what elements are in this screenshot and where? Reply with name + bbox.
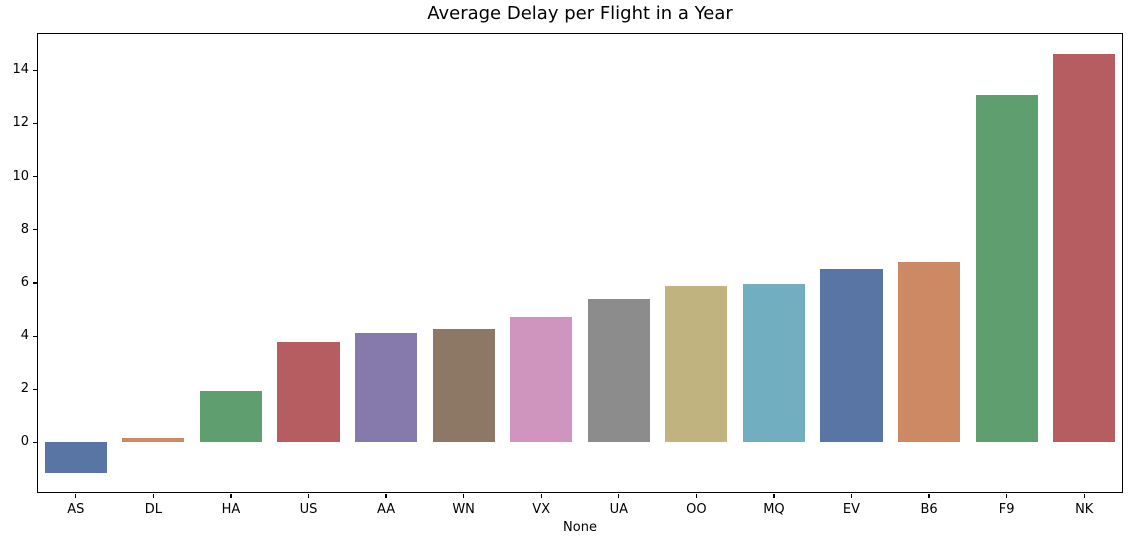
x-tick-mark — [75, 493, 77, 498]
x-tick-label-DL: DL — [144, 502, 162, 517]
x-tick-label-UA: UA — [609, 502, 628, 517]
x-tick-mark — [230, 493, 232, 498]
y-tick-label-14: 14 — [12, 62, 29, 78]
y-tick-label-2: 2 — [20, 381, 29, 397]
x-tick-label-EV: EV — [842, 502, 861, 517]
x-tick-label-MQ: MQ — [763, 502, 785, 517]
bar-F9 — [975, 94, 1038, 443]
bar-NK — [1053, 54, 1116, 443]
y-tick-mark — [33, 335, 37, 337]
y-tick-mark — [33, 441, 37, 444]
x-tick-label-HA: HA — [221, 502, 241, 517]
x-tick-label-NK: NK — [1075, 502, 1094, 517]
y-tick-mark — [33, 122, 37, 124]
y-tick-mark — [33, 282, 37, 284]
bar-HA — [199, 390, 262, 443]
y-tick-mark — [33, 175, 37, 178]
x-tick-mark — [1083, 493, 1085, 498]
y-tick-mark — [33, 388, 37, 390]
x-axis-title: None — [563, 520, 597, 535]
y-tick-label-6: 6 — [20, 274, 29, 290]
x-tick-mark — [463, 493, 465, 498]
x-tick-mark — [850, 493, 853, 498]
bar-WN — [432, 329, 495, 443]
x-tick-mark — [618, 493, 620, 498]
y-tick-mark — [33, 69, 37, 71]
bar-EV — [820, 268, 883, 443]
y-tick-label-10: 10 — [12, 168, 29, 184]
x-tick-mark — [928, 493, 930, 498]
bar-VX — [510, 317, 573, 443]
x-tick-label-B6: B6 — [920, 502, 938, 517]
bar-US — [277, 342, 340, 443]
bar-MQ — [742, 283, 805, 443]
x-tick-mark — [385, 493, 387, 498]
chart-title: Average Delay per Flight in a Year — [427, 3, 733, 24]
x-tick-mark — [307, 493, 310, 498]
y-tick-label-4: 4 — [20, 328, 29, 344]
x-tick-mark — [1006, 493, 1008, 498]
x-tick-mark — [152, 493, 154, 498]
x-tick-label-AA: AA — [376, 502, 396, 517]
y-tick-label-12: 12 — [12, 115, 29, 131]
x-tick-label-US: US — [299, 502, 318, 517]
x-tick-label-VX: VX — [532, 502, 551, 517]
x-tick-mark — [540, 493, 542, 498]
x-tick-label-F9: F9 — [998, 502, 1015, 517]
bar-AA — [355, 333, 418, 443]
bar-UA — [587, 298, 650, 443]
y-tick-mark — [33, 229, 37, 231]
x-tick-label-AS: AS — [67, 502, 85, 517]
bar-DL — [122, 437, 185, 443]
x-tick-mark — [695, 493, 697, 498]
bar-AS — [44, 442, 107, 473]
x-tick-label-WN: WN — [452, 502, 475, 517]
bar-B6 — [898, 261, 961, 443]
y-tick-label-0: 0 — [20, 434, 29, 450]
y-tick-label-8: 8 — [20, 221, 29, 237]
bar-OO — [665, 286, 728, 443]
x-tick-mark — [773, 493, 775, 498]
x-tick-label-OO: OO — [686, 502, 707, 517]
